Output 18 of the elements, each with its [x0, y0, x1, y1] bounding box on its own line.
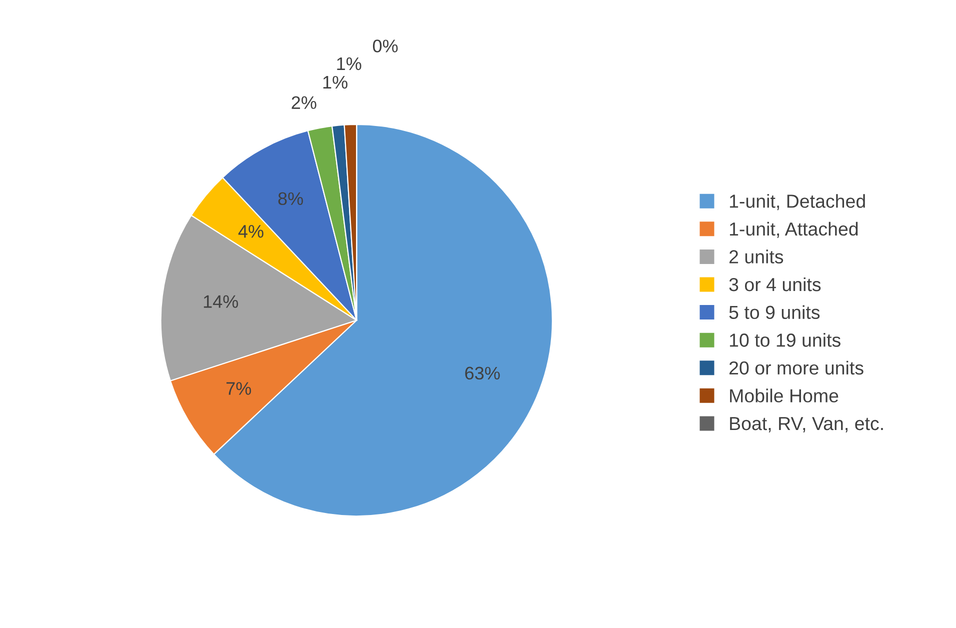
legend-label: 3 or 4 units: [729, 277, 821, 292]
text: 0%: [372, 40, 398, 52]
data-label: 7%: [226, 382, 252, 395]
data-label: 2%: [292, 96, 316, 109]
data-label: 4%: [238, 225, 264, 238]
data-label: 1%: [337, 57, 362, 70]
legend-label: Boat, RV, Van, etc.: [730, 417, 883, 432]
data-label: 1%: [323, 76, 348, 89]
legend-label: 1-unit, Detached: [730, 194, 865, 210]
legend-label: 10 to 19 units: [730, 333, 840, 347]
legend-label: 2 units: [729, 250, 784, 264]
data-label: 8%: [278, 192, 303, 206]
data-label: 63%: [465, 366, 500, 380]
legend-label: 1-unit, Attached: [730, 222, 858, 238]
legend-label: Mobile Home: [730, 388, 838, 402]
legend-label: 5 to 9 units: [729, 305, 820, 320]
legend-label: 20 or more units: [729, 360, 864, 375]
data-label: 14%: [204, 295, 238, 308]
